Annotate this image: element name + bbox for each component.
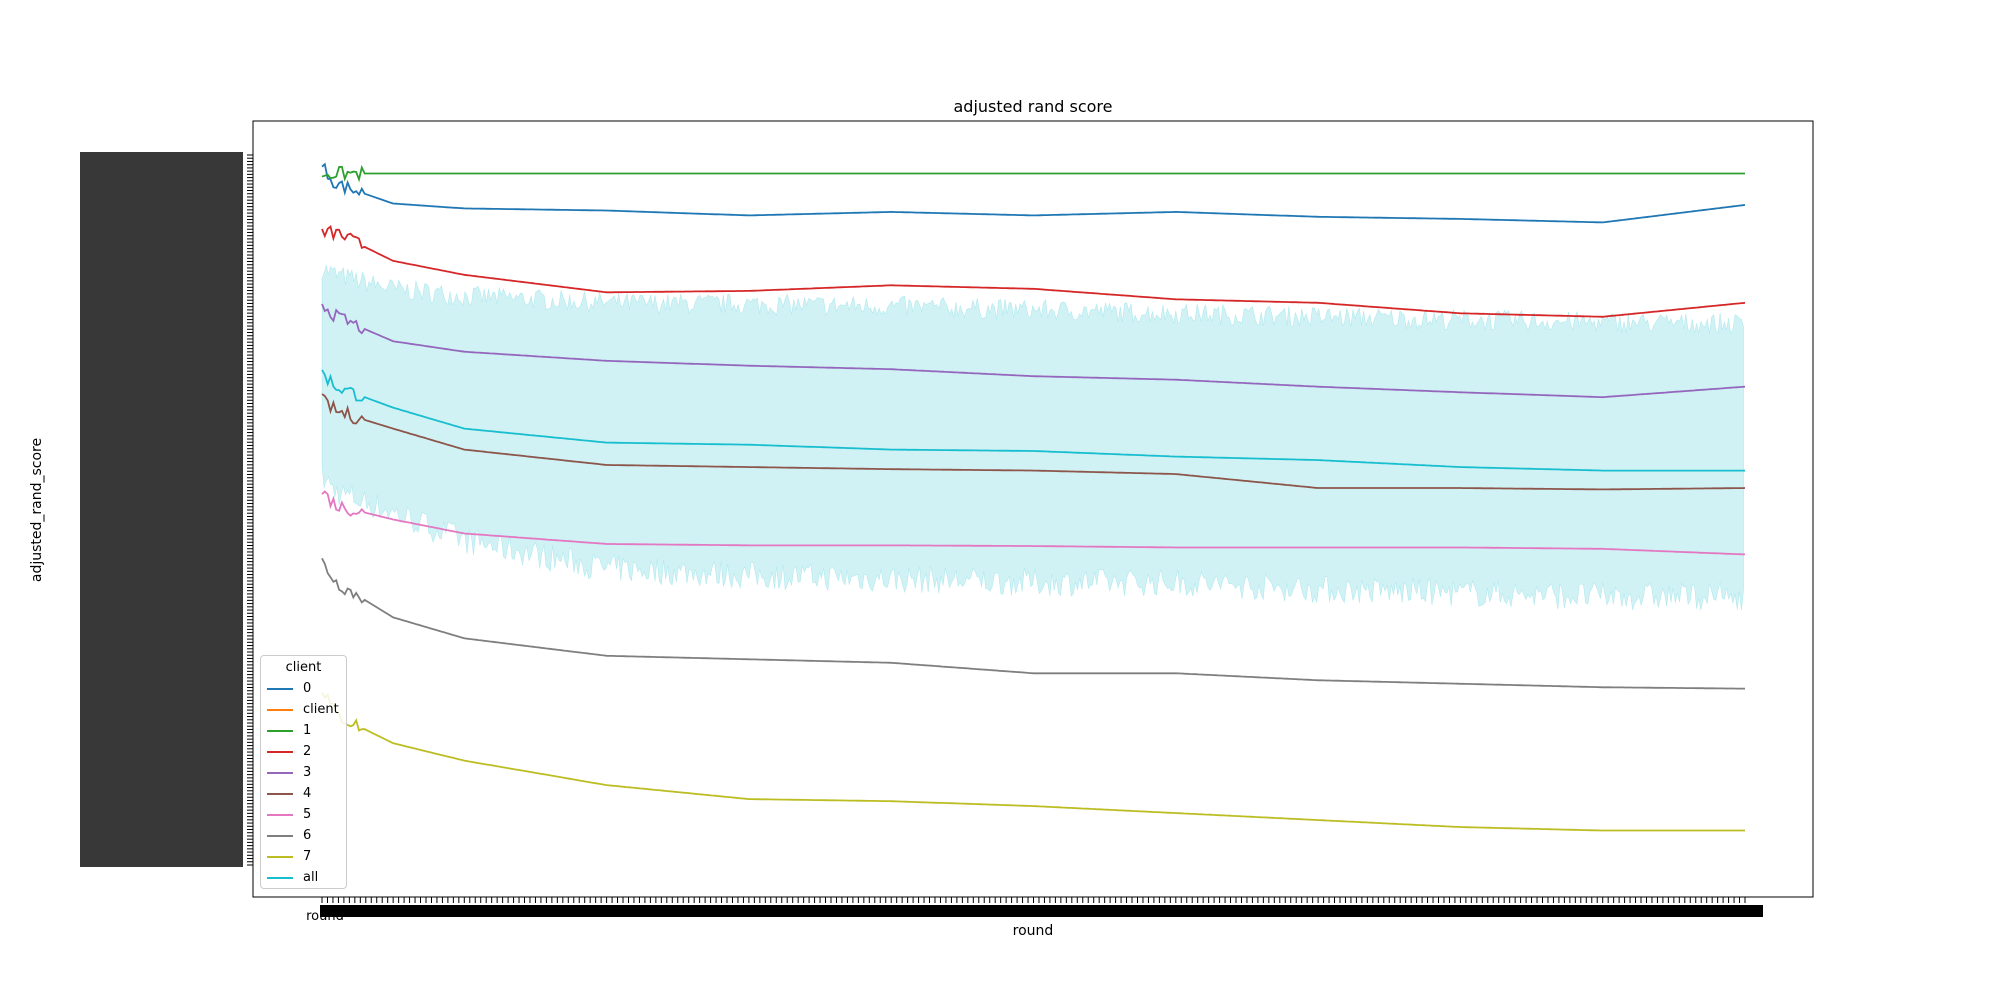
series-line-1 [321, 164, 1745, 183]
legend-label: 5 [303, 807, 312, 822]
legend-item: 7 [267, 846, 340, 867]
x-tick-labels-overlap [320, 905, 1763, 917]
legend: client 0 client 1 2 3 4 5 6 7 all [260, 655, 347, 889]
chart-title: adjusted rand score [953, 97, 1113, 116]
legend-label: 2 [303, 744, 312, 759]
series-line-4 [321, 393, 1746, 491]
legend-label: 1 [303, 723, 312, 738]
legend-items: 0 client 1 2 3 4 5 6 7 all [267, 678, 340, 888]
band-layer [321, 265, 1744, 611]
x-axis-label: round [1012, 923, 1054, 939]
legend-label: 7 [303, 849, 312, 864]
y-axis-label: adjusted_rand_score [29, 437, 45, 583]
legend-swatch [267, 855, 293, 858]
legend-label: all [303, 870, 319, 885]
series-line-3 [321, 303, 1746, 399]
series-line-5 [321, 490, 1746, 556]
series-line-0 [321, 162, 1746, 224]
legend-item: 6 [267, 825, 340, 846]
legend-label: 3 [303, 765, 312, 780]
legend-title: client [285, 660, 322, 675]
legend-swatch [267, 792, 293, 795]
tick-layer [80, 152, 1763, 917]
legend-item: 2 [267, 741, 340, 762]
legend-item: all [267, 867, 340, 888]
legend-swatch [267, 708, 293, 711]
legend-swatch [267, 771, 293, 774]
series-line-2 [321, 225, 1746, 318]
x-first-tick-label: round [306, 909, 344, 924]
legend-swatch [267, 750, 293, 753]
legend-swatch [267, 813, 293, 816]
series-layer [321, 162, 1746, 832]
legend-swatch [267, 876, 293, 879]
series-line-all [321, 369, 1745, 472]
legend-label: 6 [303, 828, 312, 843]
legend-swatch [267, 729, 293, 732]
legend-item: 4 [267, 783, 340, 804]
legend-swatch [267, 834, 293, 837]
legend-item: 3 [267, 762, 340, 783]
y-tick-labels-overlap [80, 152, 243, 867]
legend-item: client [267, 699, 340, 720]
legend-swatch [267, 687, 293, 690]
legend-label: 0 [303, 681, 312, 696]
legend-item: 5 [267, 804, 340, 825]
series-line-7 [321, 692, 1745, 832]
legend-item: 0 [267, 678, 340, 699]
legend-label: 4 [303, 786, 312, 801]
series-line-6 [321, 557, 1745, 690]
legend-label: client [303, 702, 339, 717]
confidence-band-all [321, 265, 1744, 611]
legend-item: 1 [267, 720, 340, 741]
